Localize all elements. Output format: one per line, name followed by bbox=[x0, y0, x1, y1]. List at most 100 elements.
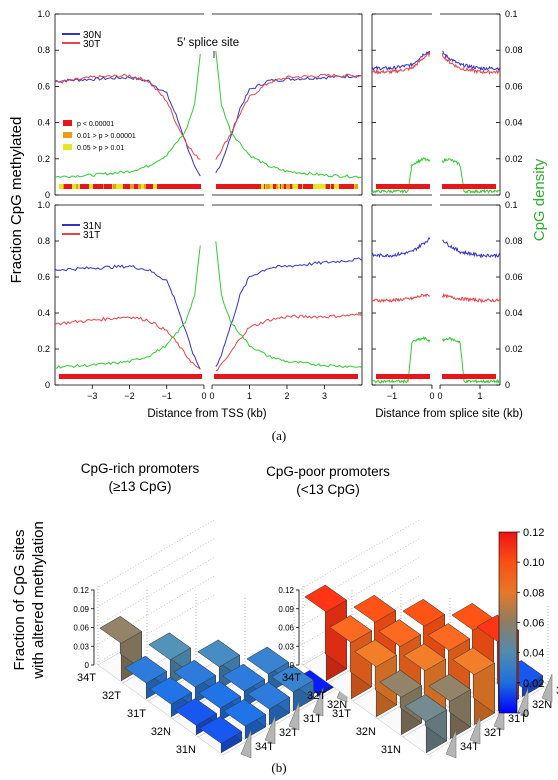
significance-cell bbox=[264, 184, 265, 189]
ytick-label-left-0-3: 0.6 bbox=[37, 81, 50, 91]
z-tick-label-poor-2: 0.06 bbox=[278, 624, 294, 633]
significance-cell bbox=[326, 184, 330, 189]
significance-cell bbox=[175, 184, 177, 189]
significance-cell bbox=[259, 184, 261, 189]
series-spl0-0-b bbox=[442, 50, 501, 72]
col-flag-poor-1 bbox=[469, 715, 481, 745]
x-axis-label-splice: Distance from splice site (kb) bbox=[375, 408, 523, 420]
series-tss1-2-b bbox=[215, 241, 363, 369]
ytick-label-left-0-4: 0.8 bbox=[37, 45, 50, 55]
z-grid-rich bbox=[93, 557, 215, 628]
xtick-label-tss-1: −2 bbox=[124, 391, 134, 401]
significance-cell bbox=[317, 184, 321, 189]
significance-cell bbox=[345, 184, 349, 189]
significance-bar-spl-b bbox=[442, 374, 496, 379]
series-spl1-1-b bbox=[441, 292, 501, 304]
legend-label-1-0: 31N bbox=[83, 221, 101, 232]
significance-cell bbox=[160, 184, 164, 189]
ytick-label-left-1-4: 0.8 bbox=[37, 236, 50, 246]
series-tss0-2-a bbox=[54, 53, 201, 179]
significance-cell bbox=[76, 184, 78, 189]
panel-b-ylabel-line2: with altered methylation bbox=[30, 521, 47, 680]
bar-top bbox=[148, 632, 192, 661]
xtick-label-spl-2: 0 bbox=[438, 391, 443, 401]
ytick-label-right-1-5: 0.1 bbox=[505, 200, 518, 210]
xtick-label-tss-7: 3 bbox=[322, 391, 327, 401]
z-grid-rich bbox=[93, 575, 215, 647]
significance-cell bbox=[63, 184, 64, 189]
z-tick-label-rich-3: 0.09 bbox=[73, 605, 89, 614]
row-label-poor-2: 31T bbox=[332, 708, 351, 720]
legend-label-1-1: 31T bbox=[83, 230, 100, 241]
xtick-label-tss-5: 1 bbox=[247, 391, 252, 401]
significance-cell bbox=[349, 184, 352, 189]
significance-cell bbox=[193, 184, 197, 189]
significance-cell bbox=[303, 184, 307, 189]
ytick-label-left-1-1: 0.2 bbox=[37, 344, 50, 354]
z-tick-label-poor-4: 0.12 bbox=[278, 586, 294, 595]
significance-cell bbox=[245, 184, 248, 189]
col-label-poor-3: 32N bbox=[532, 699, 552, 711]
significance-cell bbox=[130, 184, 134, 189]
significance-cell bbox=[290, 184, 292, 189]
significance-cell bbox=[271, 184, 273, 189]
colorbar-label-1: 0.02 bbox=[523, 678, 544, 690]
row-label-poor-0: 34T bbox=[282, 672, 301, 684]
row-label-poor-3: 32N bbox=[356, 726, 376, 738]
significance-cell bbox=[302, 184, 303, 189]
bar-top bbox=[174, 698, 218, 726]
y-axis-label-right: CpG density bbox=[531, 158, 548, 241]
panel-b-ylabel-line1: Fraction of CpG sites bbox=[11, 530, 28, 671]
col-flag-poor-3 bbox=[517, 687, 529, 717]
bar-top bbox=[304, 584, 348, 613]
significance-cell bbox=[183, 184, 185, 189]
significance-cell bbox=[298, 184, 299, 189]
significance-cell bbox=[252, 184, 255, 189]
significance-cell bbox=[59, 184, 63, 189]
significance-cell bbox=[354, 184, 355, 189]
significance-cell bbox=[157, 184, 159, 189]
ytick-label-right-1-3: 0.06 bbox=[505, 272, 523, 282]
significance-cell bbox=[138, 184, 141, 189]
z-grid-poor bbox=[298, 557, 420, 628]
significance-cell bbox=[340, 184, 344, 189]
bar-top bbox=[402, 599, 446, 627]
significance-cell bbox=[276, 184, 278, 189]
z-tick-label-poor-1: 0.03 bbox=[278, 642, 294, 651]
significance-cell bbox=[248, 184, 252, 189]
significance-cell bbox=[144, 184, 146, 189]
significance-cell bbox=[112, 184, 113, 189]
ytick-label-left-0-0: 0 bbox=[45, 190, 50, 200]
legend-label-0-0: 30N bbox=[83, 30, 101, 41]
significance-cell bbox=[68, 184, 72, 189]
significance-cell bbox=[255, 184, 258, 189]
row-label-rich-3: 32N bbox=[151, 726, 171, 738]
significance-cell bbox=[90, 184, 93, 189]
z-grid-rich bbox=[93, 519, 215, 591]
significance-cell bbox=[113, 184, 116, 189]
xtick-label-tss-3: 0 bbox=[201, 391, 206, 401]
significance-cell bbox=[280, 184, 281, 189]
x-axis-label-tss: Distance from TSS (kb) bbox=[147, 408, 266, 420]
sig-legend-label-1: 0.01 > p > 0.00001 bbox=[77, 133, 136, 140]
significance-cell bbox=[80, 184, 83, 189]
z-tick-label-poor-3: 0.09 bbox=[278, 605, 294, 614]
row-label-rich-0: 34T bbox=[77, 672, 96, 684]
colorbar-label-3: 0.06 bbox=[523, 618, 544, 630]
significance-cell bbox=[231, 184, 235, 189]
z-tick-label-rich-1: 0.03 bbox=[73, 642, 89, 651]
bar-top bbox=[246, 646, 290, 675]
ytick-label-right-0-5: 0.1 bbox=[505, 9, 518, 19]
significance-cell bbox=[120, 184, 123, 189]
colorbar-label-2: 0.04 bbox=[523, 648, 544, 660]
ytick-label-left-0-5: 1.0 bbox=[37, 9, 50, 19]
bar-top bbox=[404, 694, 448, 722]
ytick-label-right-1-2: 0.04 bbox=[505, 308, 523, 318]
poor-title-line2: (<13 CpG) bbox=[296, 482, 359, 497]
significance-cell bbox=[225, 184, 228, 189]
series-tss1-1-a bbox=[54, 316, 201, 370]
significance-cell bbox=[216, 184, 218, 189]
significance-cell bbox=[285, 184, 286, 189]
significance-cell bbox=[261, 184, 264, 189]
